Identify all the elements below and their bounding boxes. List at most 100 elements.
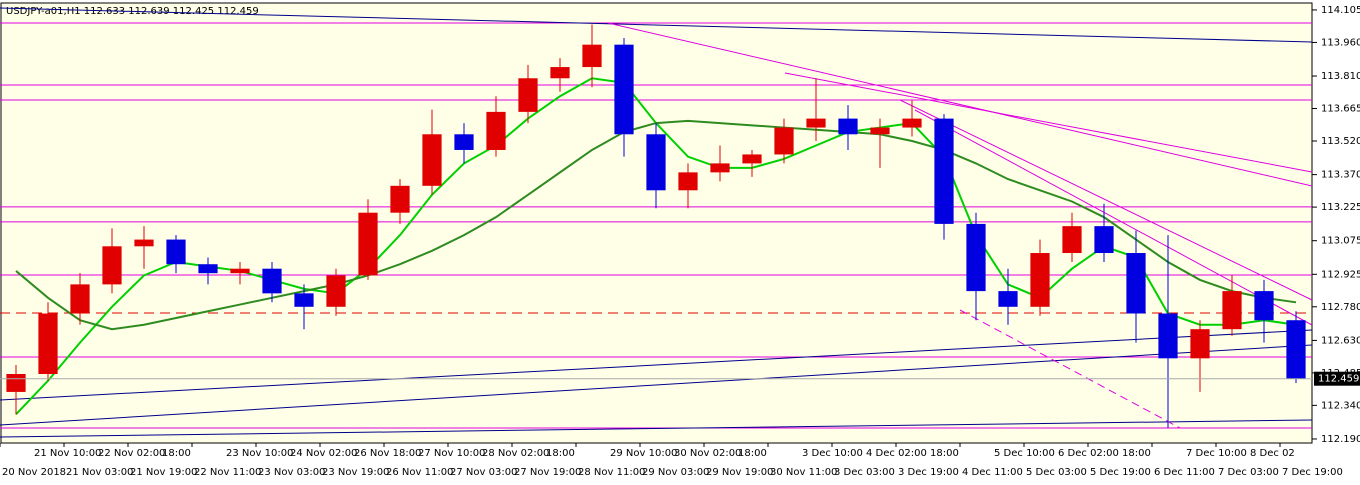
candle-body <box>582 44 602 68</box>
candle-body <box>294 293 314 307</box>
candle-body <box>486 111 506 150</box>
candle-body <box>614 44 634 135</box>
x-tick-label: 27 Nov 03:00 <box>450 467 517 478</box>
candle-body <box>710 163 730 173</box>
x-tick-label: 22 Nov 11:00 <box>194 467 261 478</box>
trend-line <box>607 22 1313 187</box>
x-tick-label: 6 Dec 11:00 <box>1154 467 1215 478</box>
y-tick-label: 112.925 <box>1321 269 1360 280</box>
trend-line <box>899 99 1313 301</box>
candle-body <box>1094 226 1114 254</box>
candle-body <box>1286 320 1306 379</box>
x-tick-label-upper: 5 Dec 10:00 <box>994 448 1055 459</box>
candle-body <box>6 373 26 392</box>
candle-body <box>1190 329 1210 359</box>
candle-body <box>1254 291 1274 321</box>
x-tick-label-upper: 18:00 <box>162 448 191 459</box>
x-tick-label: 3 Dec 03:00 <box>834 467 895 478</box>
x-tick-label: 21 Nov 19:00 <box>130 467 197 478</box>
x-tick-label: 7 Dec 19:00 <box>1282 467 1343 478</box>
trend-line <box>959 309 1181 429</box>
candle-body <box>1030 253 1050 307</box>
trend-line <box>0 7 1313 43</box>
candle-body <box>454 134 474 150</box>
x-tick-label: 5 Dec 03:00 <box>1026 467 1087 478</box>
trend-line <box>0 419 1313 438</box>
candle-body <box>422 134 442 186</box>
candle-body <box>518 78 538 112</box>
x-tick-label-upper: 18:00 <box>1122 448 1151 459</box>
x-tick-label: 20 Nov 2018 <box>2 467 66 478</box>
x-tick-label-upper: 24 Nov 02:00 <box>290 448 357 459</box>
candle-body <box>358 212 378 276</box>
x-tick-label: 29 Nov 19:00 <box>706 467 773 478</box>
candle-body <box>998 291 1018 307</box>
candle-body <box>678 172 698 191</box>
y-tick-label: 112.780 <box>1321 302 1360 313</box>
candle-body <box>1062 226 1082 254</box>
y-tick-label: 112.190 <box>1321 434 1360 445</box>
candle-body <box>870 127 890 135</box>
x-tick-label: 27 Nov 19:00 <box>514 467 581 478</box>
x-tick-label-upper: 29 Nov 10:00 <box>610 448 677 459</box>
y-tick-label: 114.105 <box>1321 5 1360 16</box>
x-tick-label-upper: 21 Nov 10:00 <box>34 448 101 459</box>
candle-body <box>198 264 218 274</box>
candle-body <box>902 118 922 128</box>
y-tick-label: 113.225 <box>1321 202 1360 213</box>
x-tick-label-upper: 18:00 <box>546 448 575 459</box>
candle-body <box>230 268 250 274</box>
candle-body <box>1158 313 1178 359</box>
candle-body <box>326 275 346 307</box>
x-tick-label: 5 Dec 19:00 <box>1090 467 1151 478</box>
candle-body <box>38 313 58 374</box>
x-tick-label: 21 Nov 03:00 <box>66 467 133 478</box>
x-tick-label: 29 Nov 03:00 <box>642 467 709 478</box>
x-tick-label-upper: 8 Dec 02 <box>1250 448 1295 459</box>
x-tick-label-upper: 22 Nov 02:00 <box>98 448 165 459</box>
x-tick-label-upper: 6 Dec 02:00 <box>1058 448 1119 459</box>
y-tick-label: 113.370 <box>1321 170 1360 181</box>
candle-body <box>646 134 666 191</box>
moving-average <box>15 119 1297 331</box>
x-tick-label: 23 Nov 03:00 <box>258 467 325 478</box>
x-tick-label-upper: 30 Nov 02:00 <box>674 448 741 459</box>
candle-body <box>806 118 826 128</box>
candle-body <box>934 118 954 224</box>
x-tick-label: 23 Nov 19:00 <box>322 467 389 478</box>
last-price-box <box>1314 371 1360 386</box>
trend-line <box>0 344 1313 426</box>
x-tick-label: 3 Dec 19:00 <box>898 467 959 478</box>
candle-body <box>774 127 794 155</box>
x-tick-label-upper: 27 Nov 10:00 <box>418 448 485 459</box>
candle-body <box>550 67 570 79</box>
candle-body <box>966 223 986 292</box>
x-tick-label-upper: 23 Nov 10:00 <box>226 448 293 459</box>
y-tick-label: 113.665 <box>1321 104 1360 115</box>
y-tick-label: 112.630 <box>1321 335 1360 346</box>
x-tick-label: 4 Dec 11:00 <box>962 467 1023 478</box>
candle-body <box>1222 291 1242 330</box>
x-tick-label: 26 Nov 11:00 <box>386 467 453 478</box>
x-tick-label: 28 Nov 11:00 <box>578 467 645 478</box>
x-tick-label: 30 Nov 11:00 <box>770 467 837 478</box>
trend-line <box>784 72 1313 173</box>
candle-body <box>742 154 762 164</box>
trend-lines <box>0 7 1313 438</box>
y-tick-label: 113.960 <box>1321 37 1360 48</box>
plot-area <box>0 2 1313 444</box>
candle-body <box>1126 253 1146 314</box>
x-tick-label-upper: 26 Nov 18:00 <box>354 448 421 459</box>
x-tick-label: 7 Dec 03:00 <box>1218 467 1279 478</box>
trend-line <box>914 109 1313 326</box>
candle-body <box>262 268 282 294</box>
x-tick-label-upper: 4 Dec 02:00 <box>866 448 927 459</box>
x-tick-label-upper: 18:00 <box>738 448 767 459</box>
y-tick-label: 113.075 <box>1321 236 1360 247</box>
x-tick-label-upper: 3 Dec 10:00 <box>802 448 863 459</box>
candle-body <box>838 118 858 135</box>
x-tick-label-upper: 28 Nov 02:00 <box>482 448 549 459</box>
x-tick-label-upper: 7 Dec 10:00 <box>1186 448 1247 459</box>
candle-body <box>102 246 122 285</box>
